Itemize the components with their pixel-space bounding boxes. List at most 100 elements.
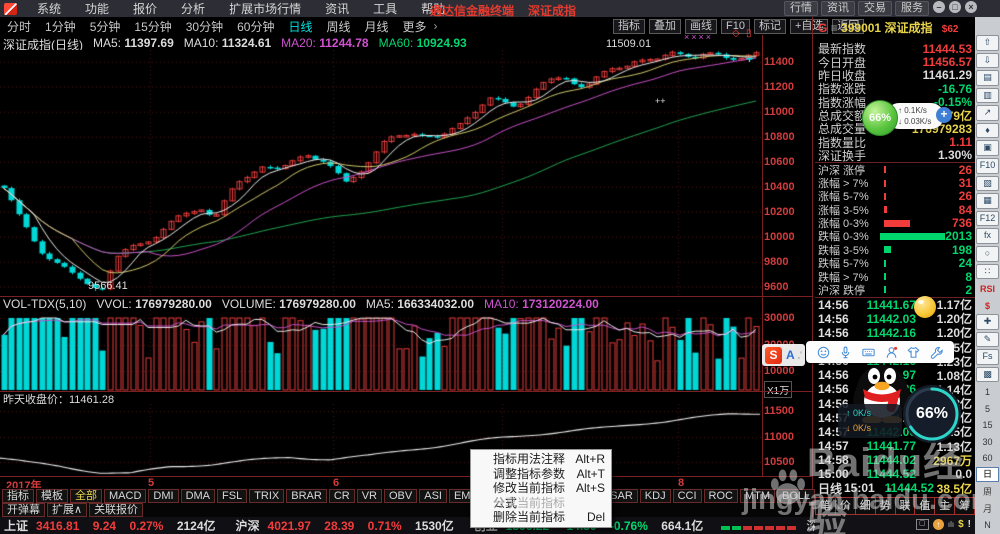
updown-row[interactable]: 跌幅 3-5% 198 [818, 242, 972, 257]
strip-tool[interactable]: ▥ [976, 87, 999, 104]
period-tab[interactable]: 30分钟 [185, 19, 224, 34]
quote-row[interactable]: 深证换手 1.30% [818, 148, 972, 163]
indicator-extra-tab[interactable]: 开弹幕 [2, 503, 45, 517]
indicator-tab[interactable]: DMI [148, 488, 179, 503]
index-quote[interactable]: 沪深 4021.97 28.39 0.71% 1530亿 [235, 519, 454, 533]
updown-row[interactable]: 跌幅 > 7% 8 [818, 269, 972, 284]
indicator-group-tab[interactable]: 指标 [2, 488, 34, 503]
tick-row[interactable]: 14:57 11441.77 1.13亿 [818, 439, 972, 454]
progress-ball[interactable]: 66% [903, 385, 961, 443]
chart-tool-button[interactable]: F10 [721, 19, 750, 34]
strip-tool[interactable]: 月 [982, 503, 992, 514]
indicator-filter-all[interactable]: 全部 [70, 488, 102, 503]
tick-summary-row[interactable]: 日线 15:01 11444.52 38.5亿 [818, 481, 972, 496]
strip-tool[interactable]: 15 [982, 420, 993, 431]
main-price-chart[interactable] [0, 50, 762, 296]
strip-tool[interactable]: ✚ [976, 314, 999, 330]
microphone-icon[interactable] [839, 346, 852, 359]
tick-view-tab[interactable]: 细 [855, 497, 876, 515]
keyboard-icon[interactable] [862, 346, 875, 359]
signal-icon[interactable]: ılı [947, 520, 955, 529]
tick-row[interactable]: 14:58 11444.02 2967万 [818, 453, 972, 468]
period-tab[interactable]: 月线 [364, 19, 389, 34]
restore-button[interactable]: □ [949, 1, 961, 13]
strip-tool[interactable]: ▧ [976, 175, 999, 192]
tick-row[interactable]: 15:00 11444.52 0.0 [818, 467, 972, 482]
alert-icon[interactable]: ! [967, 519, 971, 530]
indicator-tab[interactable]: BRAR [286, 488, 327, 503]
add-button[interactable]: + [936, 107, 952, 123]
indicator-tab[interactable]: OBV [384, 488, 418, 503]
updown-row[interactable]: 涨幅 5-7% 26 [818, 189, 972, 204]
window-small-icon[interactable]: ▢ [915, 519, 929, 530]
shirt-icon[interactable] [907, 346, 920, 359]
period-tab[interactable]: 1分钟 [45, 19, 76, 34]
quote-row[interactable]: 昨日收盘 11461.29 [818, 68, 972, 83]
updown-row[interactable]: 跌幅 5-7% 24 [818, 256, 972, 271]
updown-row[interactable]: 涨幅 > 7% 31 [818, 176, 972, 191]
indicator-group-tab[interactable]: 模板 [36, 488, 68, 503]
smiley-icon[interactable] [817, 346, 830, 359]
strip-tool[interactable]: ∷ [976, 263, 999, 280]
tick-view-tab[interactable]: 联 [895, 497, 916, 515]
chart-tool-button[interactable]: +自选 [789, 19, 829, 34]
volume-chart[interactable] [0, 310, 762, 392]
closing-price-chart[interactable] [0, 404, 762, 476]
menu-item[interactable]: 帮助 [421, 2, 446, 16]
chart-tool-button[interactable]: 返回 [832, 19, 865, 34]
quote-row[interactable]: 指数涨跌 -16.76 [818, 81, 972, 97]
strip-tool[interactable]: ✎ [976, 331, 999, 348]
menu-item[interactable]: 功能 [85, 2, 110, 16]
strip-tool[interactable]: ▩ [976, 366, 999, 383]
indicator-tab[interactable]: VR [356, 488, 382, 503]
updown-row[interactable]: 涨幅 3-5% 84 [818, 202, 972, 217]
context-menu-item[interactable]: 修改当前指标公式 Alt+S [493, 481, 605, 510]
strip-tool[interactable]: ▣ [976, 140, 999, 157]
period-tab[interactable]: 分时 [7, 19, 32, 34]
strip-tool[interactable]: ♦ [976, 122, 999, 139]
tick-view-tab[interactable]: 价 [835, 497, 856, 515]
strip-tool[interactable]: 30 [982, 436, 993, 447]
strip-tool[interactable]: N [984, 520, 991, 531]
tick-view-tab[interactable]: 势 [875, 497, 896, 515]
indicator-tab[interactable]: SAR [605, 488, 638, 503]
menu-item[interactable]: 扩展市场行情 [229, 2, 302, 16]
indicator-extra-tab[interactable]: 关联报价 [89, 503, 144, 517]
quote-row[interactable]: 最新指数 11444.53 [818, 41, 972, 57]
chart-tool-button[interactable]: 叠加 [649, 19, 681, 34]
indicator-tab[interactable]: CCI [672, 488, 702, 503]
indicator-tab[interactable]: MACD [104, 488, 147, 503]
menu-item[interactable]: 分析 [181, 2, 206, 16]
top-mode-button[interactable]: 服务 [895, 1, 929, 16]
strip-tool[interactable]: ▤ [976, 70, 999, 86]
close-button[interactable]: × [965, 1, 977, 13]
updown-row[interactable]: 跌幅 0-3% 2013 [818, 229, 972, 244]
period-tab[interactable]: 15分钟 [134, 19, 172, 34]
indicator-tab[interactable]: TRIX [249, 488, 285, 503]
money-icon[interactable]: $ [958, 519, 964, 530]
context-menu-item[interactable]: 调整指标参数 Alt+T [493, 466, 605, 481]
strip-tool[interactable]: 5 [984, 403, 990, 414]
strip-tool[interactable]: ⇧ [976, 35, 999, 51]
minimize-button[interactable]: – [933, 1, 945, 13]
indicator-tab[interactable]: KDJ [639, 488, 671, 503]
wrench-icon[interactable] [930, 346, 943, 359]
sogou-mode[interactable]: A [786, 348, 795, 362]
index-quote[interactable]: 上证 3416.81 9.24 0.27% 2124亿 [4, 519, 216, 533]
chart-tool-button[interactable]: 标记 [753, 19, 786, 34]
period-tab[interactable]: 日线 [288, 19, 313, 34]
strip-tool[interactable]: ⇩ [976, 52, 999, 69]
menu-item[interactable]: 报价 [133, 2, 158, 16]
quote-row[interactable]: 指数量比 1.11 [818, 135, 972, 150]
strip-tool[interactable]: ▦ [976, 193, 999, 209]
quote-row[interactable]: 指数涨幅 -0.15% [818, 95, 972, 110]
updown-row[interactable]: 涨幅 0-3% 736 [818, 216, 972, 231]
context-menu-item[interactable]: 指标用法注释 Alt+R [493, 452, 605, 466]
symbol-menu-icon[interactable]: ≡ [830, 21, 838, 35]
strip-tool[interactable]: ↗ [976, 105, 999, 121]
context-menu-item[interactable]: 分享当前指标 [493, 495, 566, 510]
context-menu-item[interactable]: 删除当前指标 Del [493, 510, 605, 525]
tick-view-tab[interactable]: 筹 [955, 497, 975, 515]
strip-tool[interactable]: Fs [976, 349, 999, 365]
sogou-dots-icon[interactable]: ,' [797, 350, 802, 360]
